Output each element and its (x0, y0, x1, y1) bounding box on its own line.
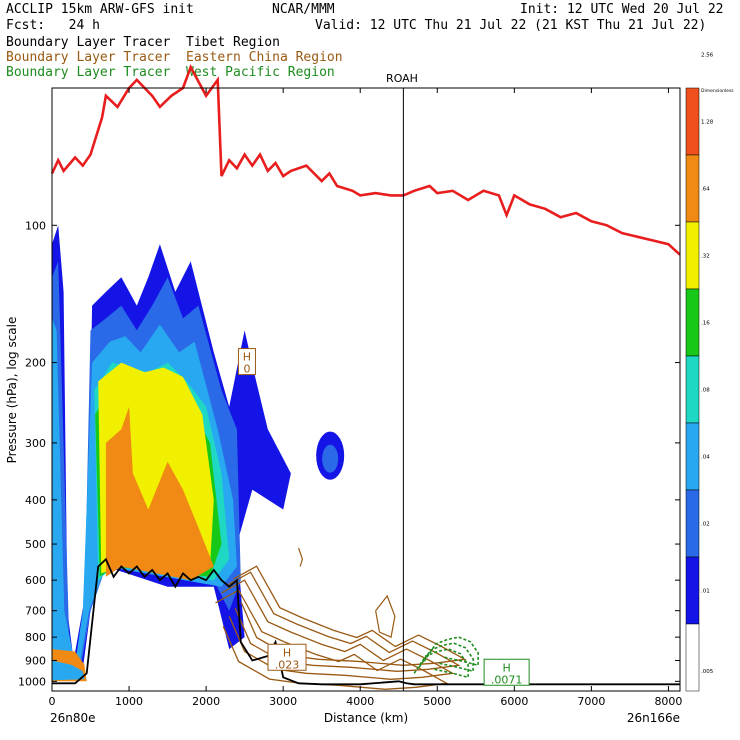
annotation-box (483, 658, 530, 686)
y-tick-label: 100 (25, 219, 46, 232)
x-tick-label: 6000 (500, 695, 528, 708)
tracer-blob-2 (322, 444, 339, 473)
eastern-china-contour-1 (221, 579, 455, 680)
org-label: NCAR/MMM (272, 2, 335, 17)
y-tick-label: 400 (25, 494, 46, 507)
legend-tibet: Boundary Layer Tracer Tibet Region (6, 36, 280, 50)
y-tick-label: 800 (25, 631, 46, 644)
x-tick-label: 0 (49, 695, 56, 708)
legend-west-pacific-prefix: Boundary Layer Tracer (6, 65, 171, 80)
colorbar-title: Dimensionless (701, 88, 734, 94)
eastern-china-contour-4 (233, 565, 467, 666)
x-tick-label: 2000 (192, 695, 220, 708)
west-pacific-contour-2 (418, 642, 474, 673)
y-tick-label: 500 (25, 538, 46, 551)
init-time: Init: 12 UTC Wed 20 Jul 22 (520, 2, 724, 17)
y-tick-label: 600 (25, 574, 46, 587)
legend-tibet-prefix: Boundary Layer Tracer (6, 35, 171, 50)
colorbar-swatch (685, 556, 700, 625)
eastern-china-contour-6 (298, 547, 304, 567)
y-tick-label: 900 (25, 654, 46, 667)
axes: 0 1000 2000 3000 4000 5000 6000 7000 80001002003… (18, 88, 682, 708)
tracer-fields (52, 225, 479, 690)
x-tick-label: 1000 (115, 695, 143, 708)
annotation-label: H (283, 646, 291, 659)
annotation-label: H (243, 351, 251, 364)
colorbar-level-label: 1.28 (701, 120, 714, 126)
legend-eastern-china-prefix: Boundary Layer Tracer (6, 50, 171, 65)
legend-tibet-region: Tibet Region (186, 35, 280, 50)
colorbar: .005 .01 .02 .04 .08 .16 .32 .64 1.28 2.56 Dimensi… (685, 53, 734, 692)
x-tick-label: 4000 (346, 695, 374, 708)
y-tick-label: 300 (25, 437, 46, 450)
annotation-3: H0 (237, 348, 256, 376)
colorbar-level-label: .08 (701, 388, 710, 394)
forecast-hour: Fcst: 24 h (6, 18, 100, 33)
y-tick-label: 1000 (18, 675, 46, 688)
annotation-2: H.0071 (483, 658, 530, 686)
annotation-value: .023 (275, 658, 300, 671)
x-tick-label: 3000 (269, 695, 297, 708)
tracer-band-07 (105, 406, 214, 581)
legend-eastern-china: Boundary Layer Tracer Eastern China Regi… (6, 51, 343, 65)
colorbar-swatch (685, 355, 700, 424)
legend-west-pacific-region: West Pacific Region (186, 65, 335, 80)
annotation-1: H.023 (267, 643, 307, 671)
y-tick-label: 200 (25, 357, 46, 370)
colorbar-swatch (685, 154, 700, 223)
legend-eastern-china-region: Eastern China Region (186, 50, 343, 65)
colorbar-swatch (685, 288, 700, 357)
colorbar-level-label: .64 (701, 187, 710, 193)
west-pacific-contour-1 (413, 648, 469, 679)
tropopause-line (50, 63, 681, 256)
valid-time: Valid: 12 UTC Thu 21 Jul 22 (21 KST Thu … (315, 18, 707, 33)
west-pacific-contour-3 (423, 636, 479, 667)
colorbar-swatch (685, 87, 700, 156)
y-axis-label: Pressure (hPa), log scale (5, 317, 19, 464)
x-tick-label: 7000 (577, 695, 605, 708)
x-tick-label: 5000 (423, 695, 451, 708)
left-endpoint: 26n80e (50, 711, 96, 725)
marker-label: ROAH (386, 72, 418, 85)
annotation-box (267, 643, 307, 671)
colorbar-swatch (685, 422, 700, 491)
colorbar-level-label: .32 (701, 254, 710, 260)
colorbar-swatch (685, 489, 700, 558)
model-title: ACCLIP 15km ARW-GFS init (6, 2, 194, 17)
colorbar-level-label: .005 (701, 669, 714, 675)
axis-labels: Distance (km) Pressure (hPa), log scale … (5, 72, 680, 725)
colorbar-level-label: .16 (701, 321, 710, 327)
annotation-value: .0071 (491, 673, 523, 686)
terrain-line (52, 557, 680, 686)
colorbar-level-label: .04 (701, 455, 710, 461)
eastern-china-contour-5 (375, 594, 396, 638)
x-tick-label: 8000 (654, 695, 682, 708)
legend-west-pacific: Boundary Layer Tracer West Pacific Regio… (6, 66, 335, 80)
plot-frame (51, 87, 681, 692)
annotation-box (237, 348, 256, 376)
colorbar-swatch (685, 623, 700, 692)
eastern-china-contour-2 (227, 571, 461, 672)
colorbar-level-label: 2.56 (701, 53, 714, 59)
right-endpoint: 26n166e (627, 711, 680, 725)
colorbar-level-label: .01 (701, 589, 710, 595)
x-axis-label: Distance (km) (324, 711, 408, 725)
annotation-value: 0 (243, 363, 250, 376)
y-tick-label: 700 (25, 605, 46, 618)
annotation-label: H (502, 661, 510, 674)
colorbar-swatch (685, 221, 700, 290)
tracer-band-09 (52, 660, 85, 681)
colorbar-level-label: .02 (701, 522, 710, 528)
